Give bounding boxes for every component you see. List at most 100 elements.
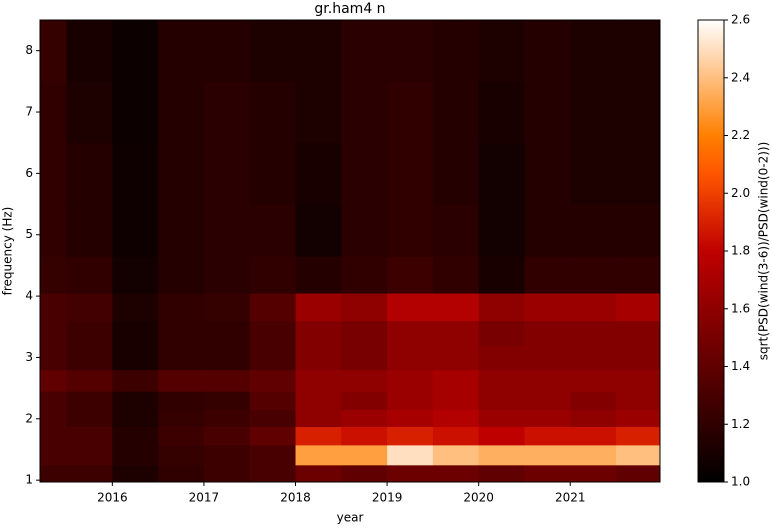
heatmap-cell bbox=[203, 426, 251, 446]
heatmap-cell bbox=[66, 293, 113, 322]
heatmap-cell bbox=[478, 464, 525, 483]
heatmap-cell bbox=[66, 142, 113, 205]
heatmap-cell bbox=[616, 320, 661, 346]
heatmap-cell bbox=[158, 81, 205, 144]
heatmap-cell bbox=[432, 426, 480, 446]
y-tick-label: 3 bbox=[25, 350, 33, 364]
heatmap-cell bbox=[158, 369, 205, 392]
heatmap-cell bbox=[249, 81, 297, 144]
x-axis-label: year bbox=[337, 511, 364, 525]
heatmap-cell bbox=[66, 444, 113, 466]
heatmap-cell bbox=[203, 369, 251, 392]
heatmap-cell bbox=[570, 320, 617, 346]
heatmap-cell bbox=[40, 204, 68, 257]
heatmap-cell bbox=[158, 409, 205, 427]
heatmap-cell bbox=[295, 464, 342, 483]
colorbar-tick-label: 2.2 bbox=[731, 128, 750, 142]
heatmap-cell bbox=[432, 20, 480, 82]
heatmap-cell bbox=[295, 293, 342, 322]
heatmap-cell bbox=[249, 369, 297, 392]
heatmap-cell bbox=[524, 320, 571, 346]
heatmap-cell bbox=[295, 20, 342, 82]
heatmap-cell bbox=[249, 464, 297, 483]
heatmap-cell bbox=[112, 204, 159, 257]
heatmap-cell bbox=[249, 204, 297, 257]
heatmap-cell bbox=[524, 81, 571, 144]
heatmap-cell bbox=[478, 426, 525, 446]
heatmap-cell bbox=[249, 345, 297, 371]
x-tick-label: 2019 bbox=[372, 491, 403, 505]
heatmap-cell bbox=[66, 426, 113, 446]
heatmap-cell bbox=[524, 142, 571, 205]
colorbar-tick-label: 2.0 bbox=[731, 186, 750, 200]
heatmap-cell bbox=[295, 256, 342, 294]
heatmap-cell bbox=[203, 464, 251, 483]
y-tick-label: 8 bbox=[25, 43, 33, 57]
heatmap-cell bbox=[524, 293, 571, 322]
heatmap-cell bbox=[524, 409, 571, 427]
heatmap-cell bbox=[295, 81, 342, 144]
x-tick-label: 2016 bbox=[97, 491, 128, 505]
colorbar-tick-label: 1.6 bbox=[731, 301, 750, 315]
colorbar-tick-label: 1.2 bbox=[731, 417, 750, 431]
heatmap-cell bbox=[478, 256, 525, 294]
heatmap-cell bbox=[387, 345, 434, 371]
heatmap-cell bbox=[432, 444, 480, 466]
heatmap-cell bbox=[66, 81, 113, 144]
heatmap-cell bbox=[295, 345, 342, 371]
heatmap-cell bbox=[478, 204, 525, 257]
heatmap-cell bbox=[570, 20, 617, 82]
heatmap-cell bbox=[616, 426, 661, 446]
heatmap-cell bbox=[249, 256, 297, 294]
chart-title: gr.ham4 n bbox=[314, 1, 385, 17]
y-tick-label: 6 bbox=[25, 166, 33, 180]
heatmap-cell bbox=[40, 256, 68, 294]
heatmap-cell bbox=[524, 256, 571, 294]
heatmap-cell bbox=[66, 320, 113, 346]
heatmap-cell bbox=[432, 464, 480, 483]
heatmap-cell bbox=[616, 345, 661, 371]
heatmap-cell bbox=[432, 369, 480, 392]
heatmap-cell bbox=[478, 369, 525, 392]
heatmap-cell bbox=[203, 391, 251, 411]
heatmap-cell bbox=[570, 293, 617, 322]
heatmap-cell bbox=[387, 81, 434, 144]
heatmap-cell bbox=[112, 444, 159, 466]
heatmap-cell bbox=[570, 81, 617, 144]
heatmap-cell bbox=[387, 409, 434, 427]
heatmap-cell bbox=[616, 409, 661, 427]
heatmap-cell bbox=[341, 345, 388, 371]
y-tick-label: 5 bbox=[25, 227, 33, 241]
heatmap-cell bbox=[478, 345, 525, 371]
heatmap bbox=[40, 20, 661, 483]
heatmap-cell bbox=[616, 256, 661, 294]
y-tick-label: 1 bbox=[25, 473, 33, 487]
heatmap-cell bbox=[66, 464, 113, 483]
heatmap-cell bbox=[432, 81, 480, 144]
heatmap-cell bbox=[478, 293, 525, 322]
colorbar-label: sqrt(PSD(wind(3-6))/PSD(wind(0-2))) bbox=[757, 142, 771, 361]
x-tick-label: 2018 bbox=[280, 491, 311, 505]
heatmap-cell bbox=[40, 293, 68, 322]
heatmap-cell bbox=[295, 426, 342, 446]
heatmap-cell bbox=[295, 204, 342, 257]
heatmap-cell bbox=[524, 391, 571, 411]
heatmap-cell bbox=[432, 142, 480, 205]
colorbar-tick-label: 1.8 bbox=[731, 244, 750, 258]
heatmap-cell bbox=[570, 345, 617, 371]
heatmap-cell bbox=[341, 293, 388, 322]
heatmap-cell bbox=[387, 391, 434, 411]
heatmap-cell bbox=[203, 20, 251, 82]
heatmap-cell bbox=[112, 142, 159, 205]
heatmap-cell bbox=[158, 444, 205, 466]
y-axis-label: frequency (Hz) bbox=[1, 207, 15, 296]
heatmap-cell bbox=[432, 293, 480, 322]
heatmap-cell bbox=[616, 142, 661, 205]
plot-frame bbox=[39, 19, 661, 483]
heatmap-cell bbox=[295, 369, 342, 392]
heatmap-cell bbox=[203, 142, 251, 205]
heatmap-cell bbox=[158, 391, 205, 411]
heatmap-cell bbox=[387, 293, 434, 322]
y-tick-label: 4 bbox=[25, 289, 33, 303]
heatmap-cell bbox=[387, 256, 434, 294]
